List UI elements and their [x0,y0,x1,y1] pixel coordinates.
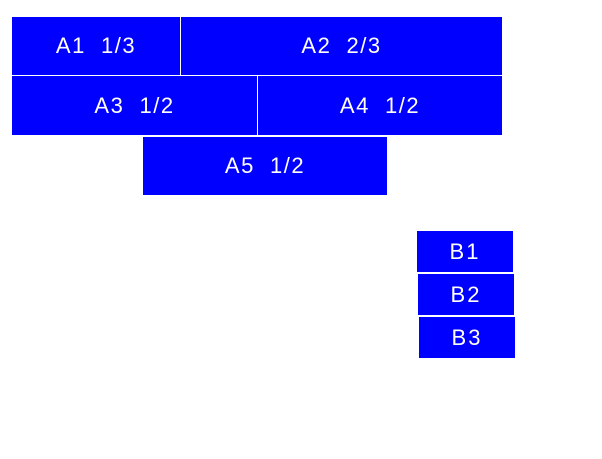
box-b1: B1 [417,231,513,272]
box-a1: A1 1/3 [12,17,180,75]
box-a5: A5 1/2 [143,137,387,195]
box-a4: A4 1/2 [258,76,502,135]
box-a2: A2 2/3 [181,17,502,75]
box-b2: B2 [418,274,514,315]
box-b3: B3 [419,317,515,358]
box-a3: A3 1/2 [12,76,257,135]
